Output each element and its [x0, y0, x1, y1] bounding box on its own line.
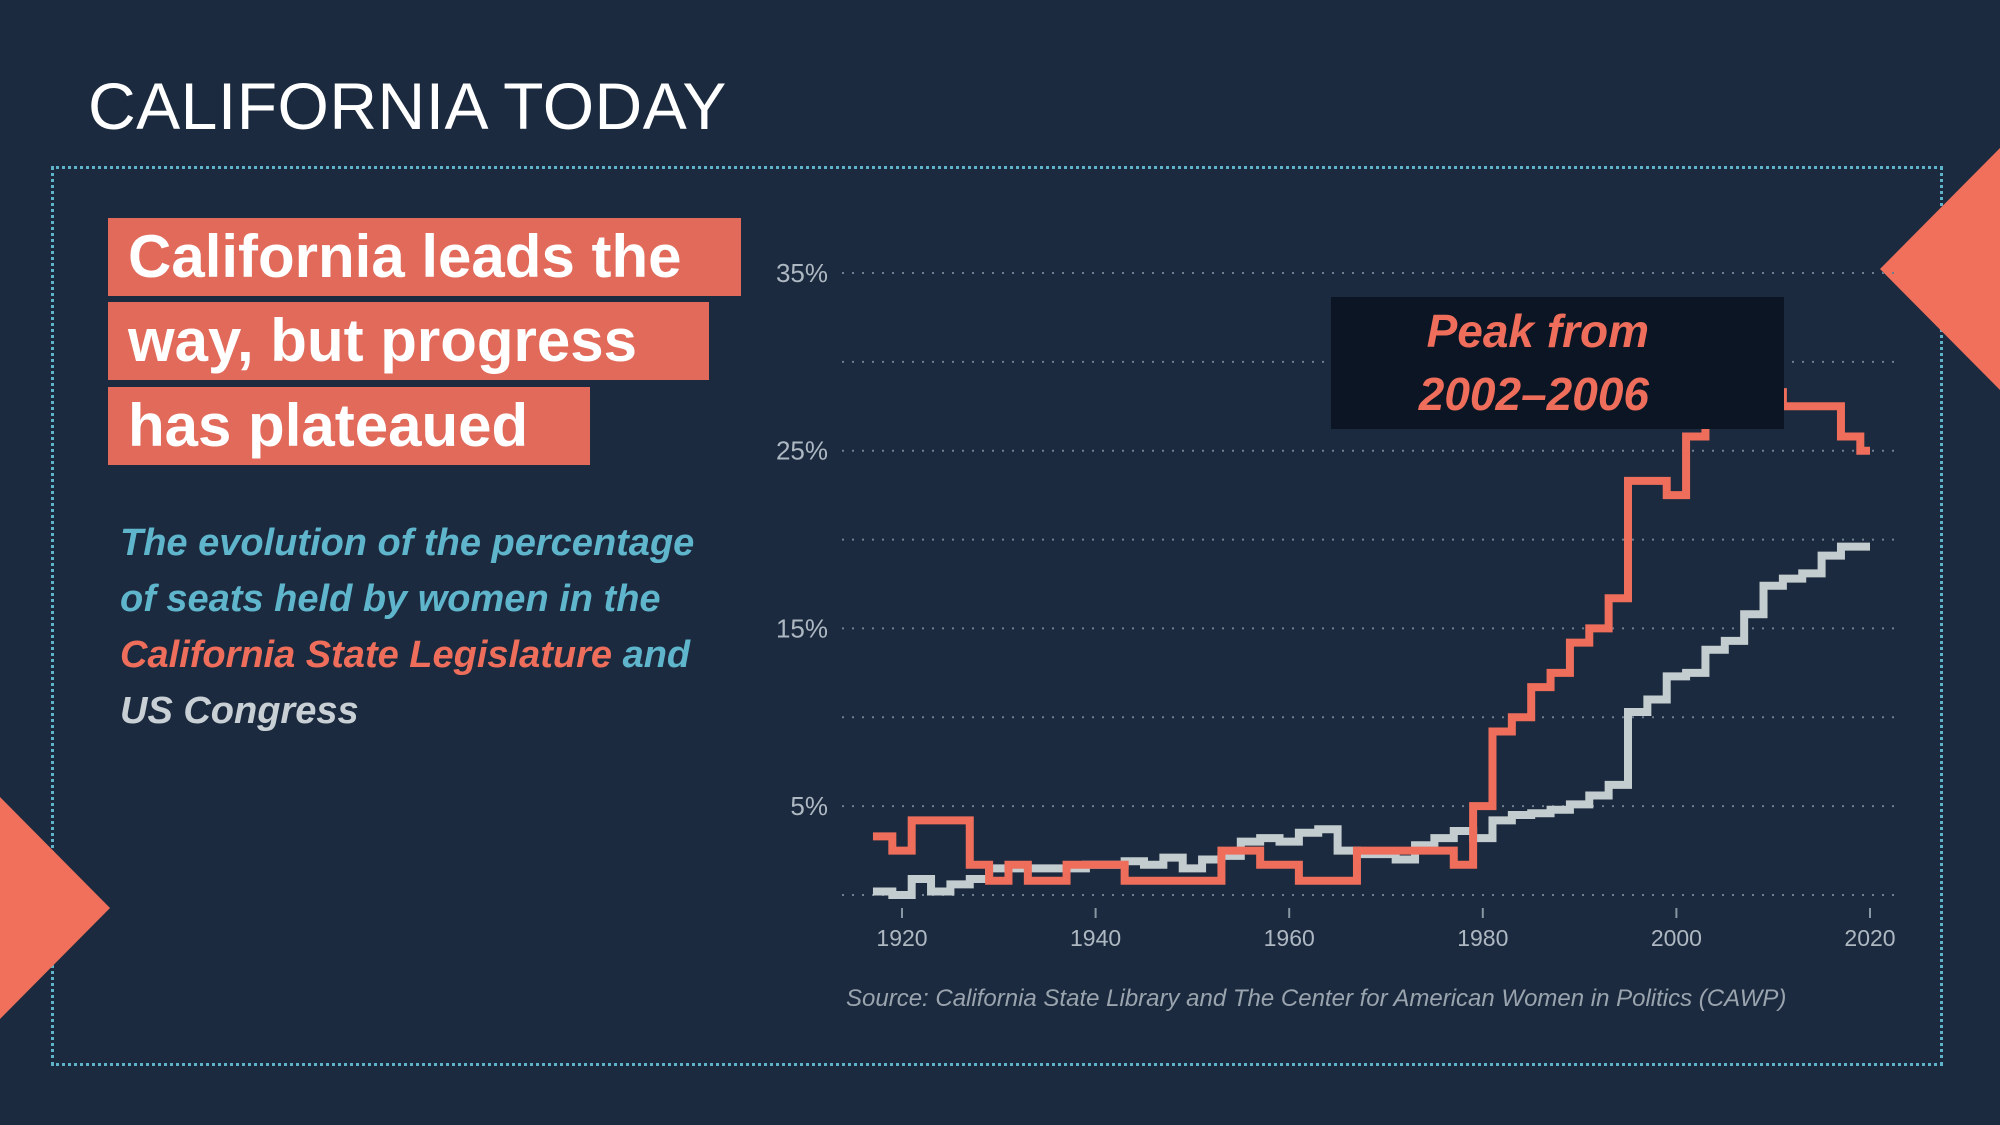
- x-tick-label: 2020: [1844, 925, 1895, 951]
- subtitle-california: California State Legislature: [120, 634, 613, 676]
- headline-line-1: California leads the: [108, 218, 741, 296]
- y-tick-label: 15%: [776, 613, 828, 643]
- subtitle-text-1: The evolution of the percentage of seats…: [120, 522, 695, 620]
- subtitle-text-2: and: [612, 634, 691, 676]
- us-congress-line: [872, 542, 1870, 899]
- source-note: Source: California State Library and The…: [846, 985, 1787, 1012]
- subtitle-us-congress: US Congress: [120, 690, 359, 732]
- peak-annotation: Peak from 2002–2006: [1331, 297, 1784, 429]
- x-tick-label: 1940: [1070, 925, 1121, 951]
- y-tick-label: 25%: [776, 436, 828, 466]
- y-tick-label: 5%: [790, 791, 828, 821]
- dotted-frame: [51, 166, 1943, 1066]
- chart-subtitle: The evolution of the percentage of seats…: [120, 515, 740, 739]
- annotation-line-1: Peak from: [1426, 305, 1649, 357]
- x-axis: 1920 1940 1960 1980 2000 2020: [876, 908, 1896, 951]
- annotation-line-2: 2002–2006: [1418, 368, 1649, 420]
- y-axis: 5% 15% 25% 35%: [776, 258, 828, 821]
- x-tick-label: 1920: [876, 925, 927, 951]
- x-tick-label: 1980: [1457, 925, 1508, 951]
- page-title: CALIFORNIA TODAY: [88, 69, 727, 143]
- series-layer: [872, 343, 1870, 899]
- y-tick-label: 35%: [776, 258, 828, 288]
- headline-line-2: way, but progress: [108, 302, 709, 380]
- x-tick-label: 2000: [1651, 925, 1702, 951]
- left-triangle-decoration: [0, 797, 110, 1019]
- right-triangle-decoration: [1880, 148, 2000, 390]
- x-tick-label: 1960: [1264, 925, 1315, 951]
- headline-line-3: has plateaued: [108, 387, 590, 465]
